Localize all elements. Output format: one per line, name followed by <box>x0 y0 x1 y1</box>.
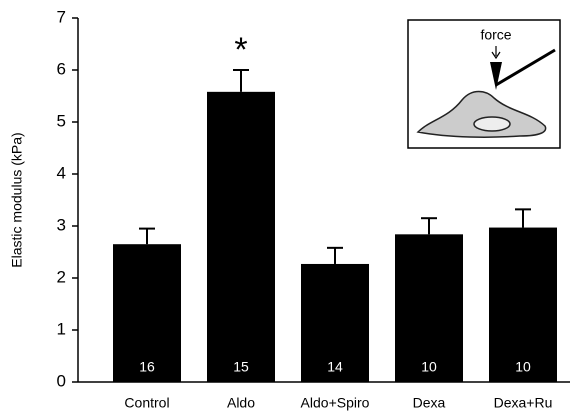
x-tick-label: Aldo+Spiro <box>301 395 370 411</box>
y-tick-label: 1 <box>57 319 66 338</box>
y-tick-label: 2 <box>57 267 66 286</box>
sample-size: 14 <box>327 359 343 375</box>
y-axis-label: Elastic modulus (kPa) <box>9 132 25 267</box>
y-tick-label: 6 <box>57 59 66 78</box>
x-tick-label: Aldo <box>227 395 255 411</box>
sample-size: 16 <box>139 359 155 375</box>
y-tick-label: 5 <box>57 111 66 130</box>
bar <box>207 92 275 382</box>
x-tick-label: Dexa <box>413 395 446 411</box>
y-tick-label: 0 <box>57 371 66 390</box>
sample-size: 15 <box>233 359 249 375</box>
nucleus <box>474 117 510 131</box>
y-tick-label: 4 <box>57 163 66 182</box>
sample-size: 10 <box>421 359 437 375</box>
significance-marker: * <box>234 31 247 69</box>
y-tick-label: 7 <box>57 7 66 26</box>
inset: force <box>408 20 560 148</box>
chart: Elastic modulus (kPa) force 0 1 2 3 4 5 6 7 Cont… <box>0 0 577 413</box>
page: Elastic modulus (kPa) force 0 1 2 3 4 5 6 7 Cont… <box>0 0 577 413</box>
sample-size: 10 <box>515 359 531 375</box>
inset-label: force <box>480 27 511 43</box>
y-tick-label: 3 <box>57 215 66 234</box>
x-tick-label: Dexa+Ru <box>494 395 553 411</box>
x-tick-label: Control <box>124 395 169 411</box>
